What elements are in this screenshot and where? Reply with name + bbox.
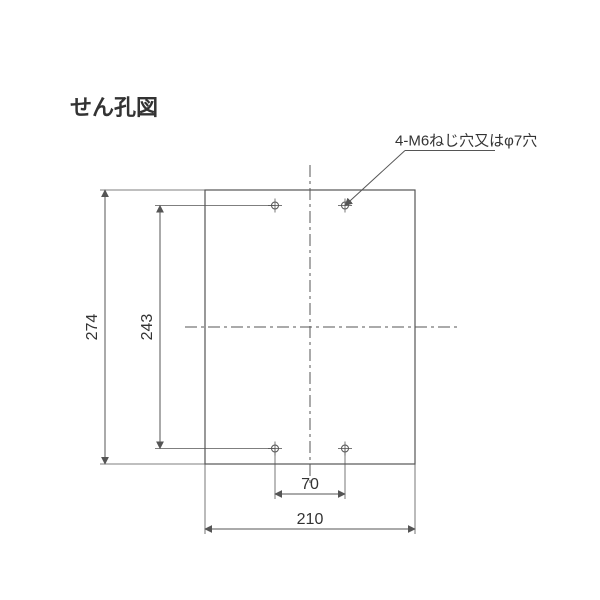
drawing-canvas: 4-M6ねじ穴又はφ7穴 274 243 70 210 — [0, 0, 600, 600]
dim-width-outer-value: 210 — [297, 511, 324, 528]
dim-width-inner-value: 70 — [301, 476, 319, 493]
dim-height-outer-value: 274 — [84, 314, 101, 341]
dim-height-inner-value: 243 — [139, 314, 156, 341]
callout-leader — [345, 151, 405, 206]
callout-text: 4-M6ねじ穴又はφ7穴 — [395, 133, 537, 150]
